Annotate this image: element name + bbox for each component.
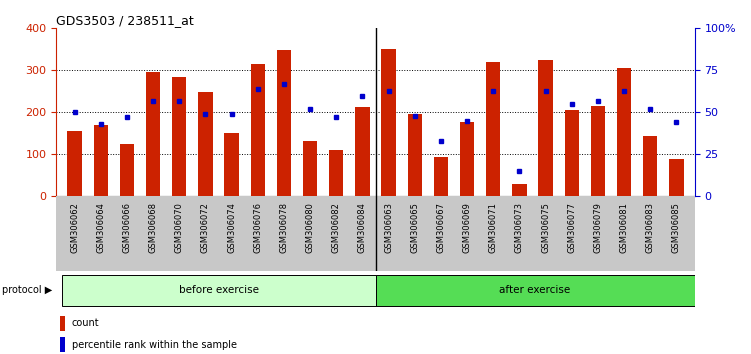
Bar [68,131,82,196]
Bar [460,122,475,196]
Bar [303,141,317,196]
Text: after exercise: after exercise [499,285,571,295]
Text: GSM306080: GSM306080 [306,202,315,253]
Text: GSM306085: GSM306085 [672,202,681,253]
Text: GDS3503 / 238511_at: GDS3503 / 238511_at [56,14,194,27]
Bar [276,50,291,196]
Text: GSM306071: GSM306071 [489,202,498,253]
Bar [355,107,369,196]
Text: GSM306078: GSM306078 [279,202,288,253]
Text: GSM306073: GSM306073 [515,202,524,253]
Text: GSM306070: GSM306070 [175,202,184,253]
Bar [198,92,213,196]
Bar [59,337,65,352]
Text: GSM306079: GSM306079 [593,202,602,253]
Text: GSM306081: GSM306081 [620,202,629,253]
Text: GSM306076: GSM306076 [253,202,262,253]
Text: before exercise: before exercise [179,285,258,295]
Text: GSM306074: GSM306074 [227,202,236,253]
Bar [62,275,376,306]
Bar [408,114,422,196]
Text: GSM306064: GSM306064 [96,202,105,253]
Text: percentile rank within the sample: percentile rank within the sample [71,339,237,350]
Text: GSM306069: GSM306069 [463,202,472,253]
Text: GSM306068: GSM306068 [149,202,158,253]
Bar [382,49,396,196]
Text: GSM306075: GSM306075 [541,202,550,253]
Bar [538,60,553,196]
Text: protocol ▶: protocol ▶ [2,285,52,295]
Bar [329,150,343,196]
Bar [146,72,160,196]
Text: GSM306063: GSM306063 [384,202,393,253]
Text: GSM306084: GSM306084 [358,202,367,253]
Text: GSM306072: GSM306072 [201,202,210,253]
Bar [94,125,108,196]
Bar [643,136,657,196]
Text: GSM306067: GSM306067 [436,202,445,253]
Text: GSM306083: GSM306083 [646,202,655,253]
Bar [512,184,526,196]
Bar [617,68,632,196]
Bar [376,275,695,306]
Text: GSM306082: GSM306082 [332,202,341,253]
Bar [669,159,683,196]
Bar [172,77,186,196]
Text: GSM306066: GSM306066 [122,202,131,253]
Text: GSM306062: GSM306062 [70,202,79,253]
Text: GSM306077: GSM306077 [567,202,576,253]
Bar [565,110,579,196]
Bar [434,158,448,196]
Bar [119,144,134,196]
Bar [59,316,65,331]
Bar [251,64,265,196]
Bar [591,106,605,196]
Bar [486,62,500,196]
Text: GSM306065: GSM306065 [410,202,419,253]
Bar [225,133,239,196]
Text: count: count [71,318,99,329]
